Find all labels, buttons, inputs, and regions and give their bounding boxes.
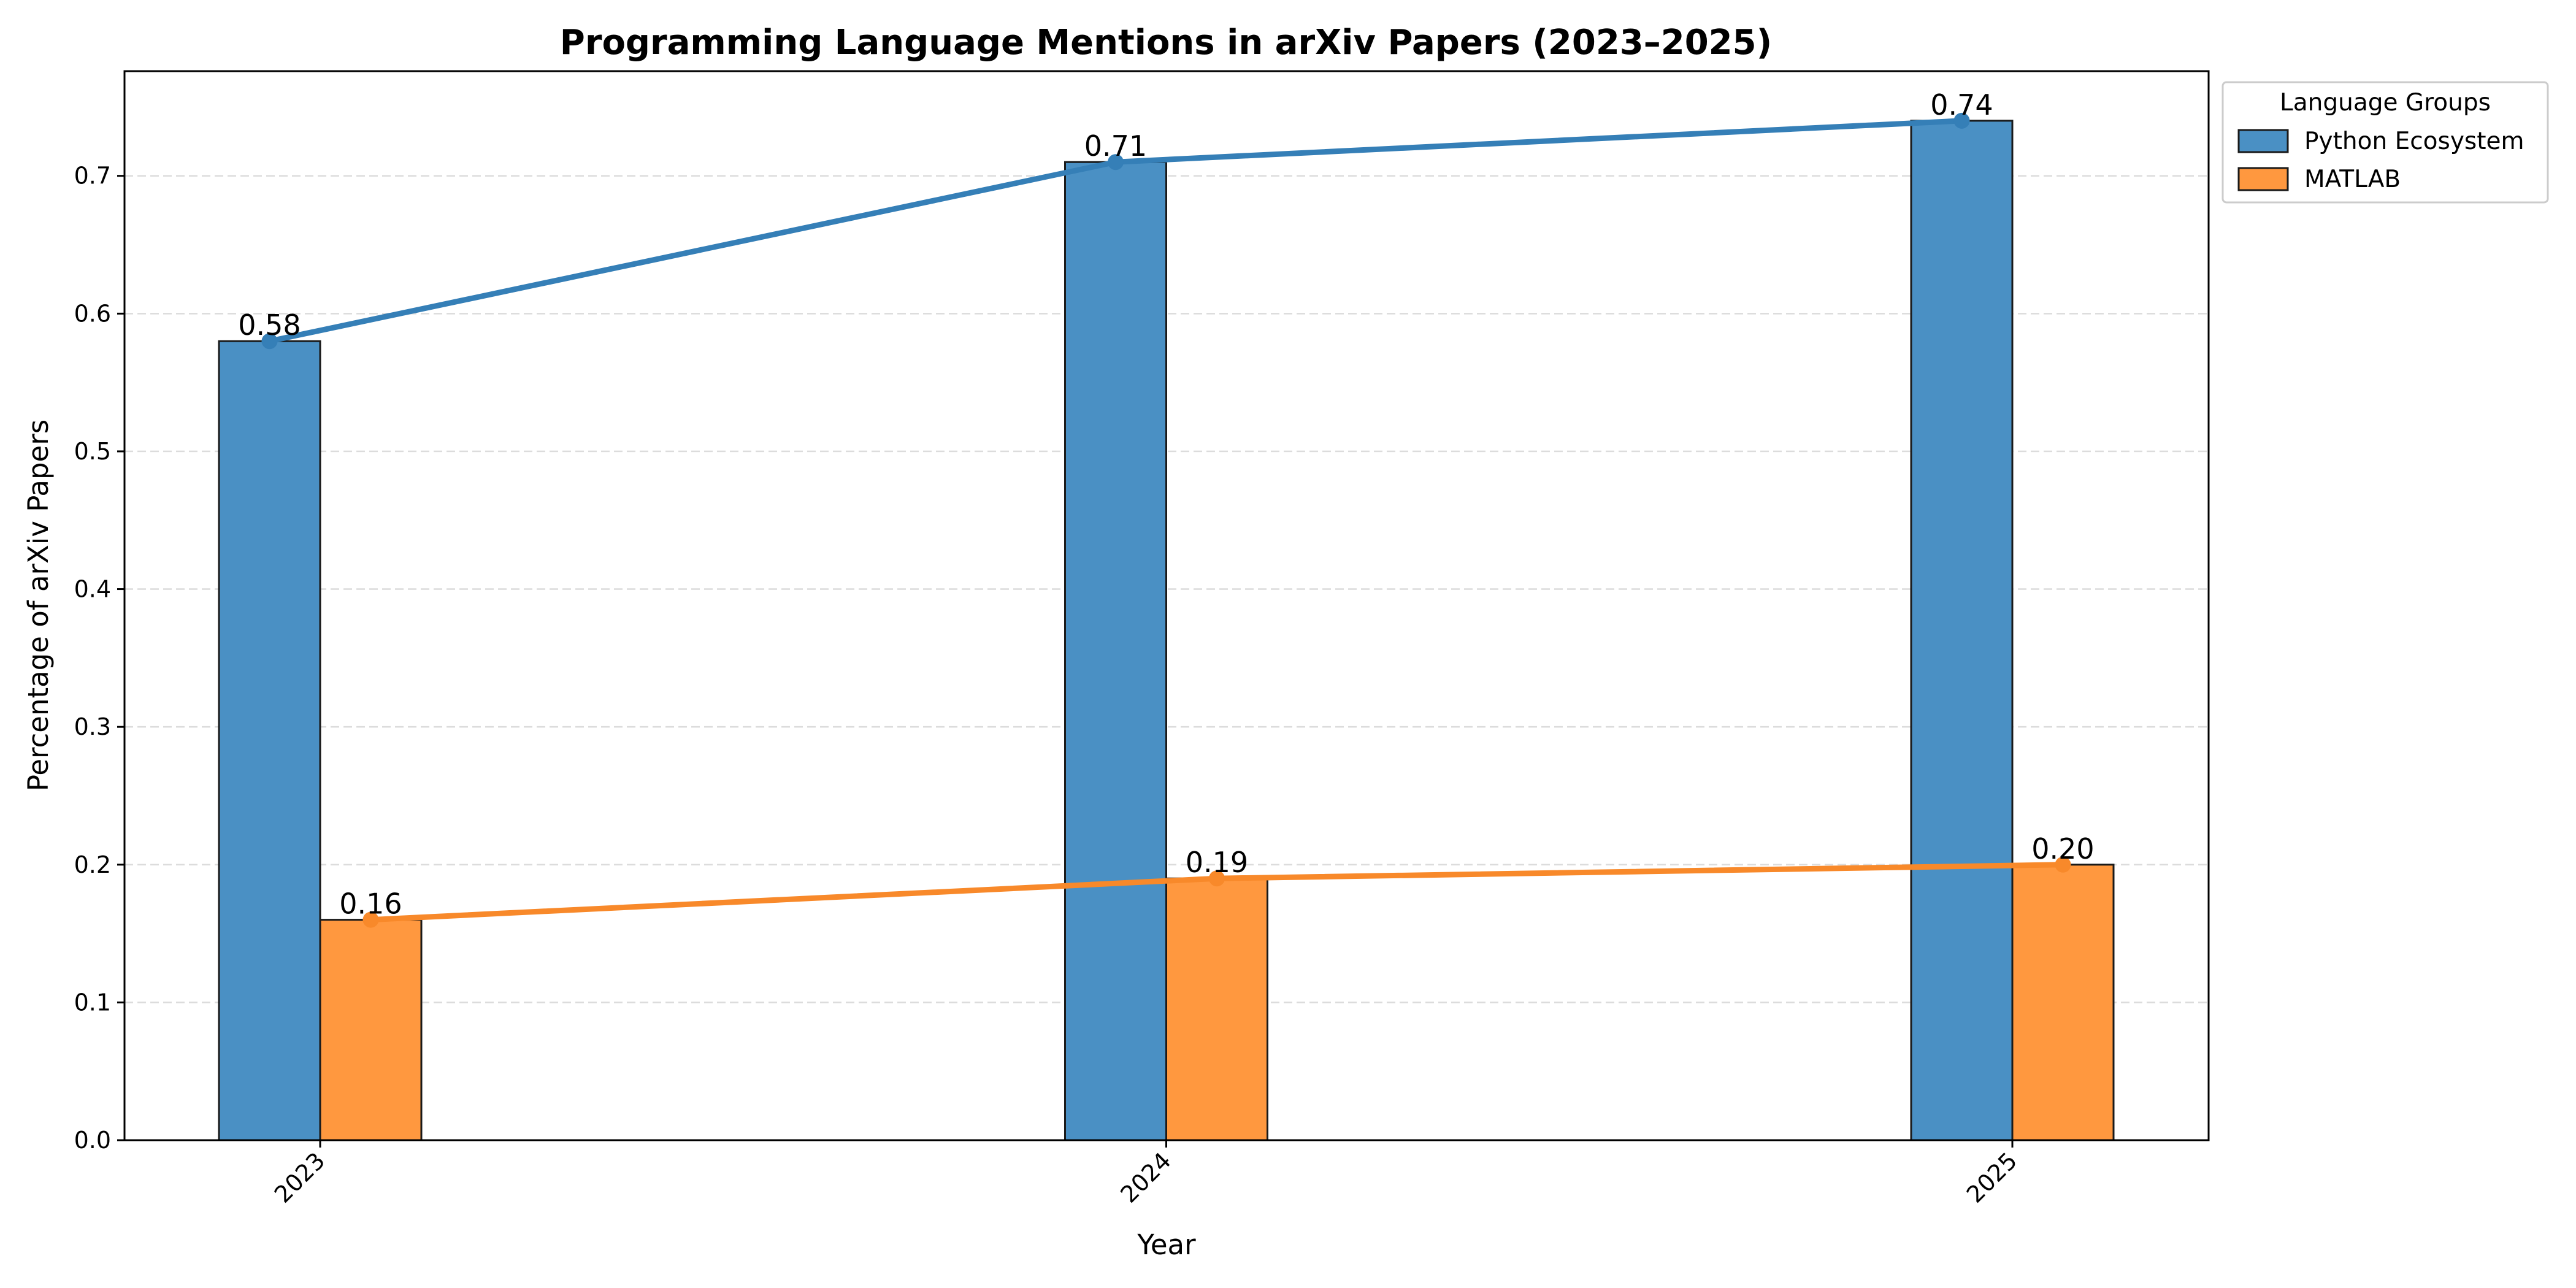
data-label: 0.19	[1186, 846, 1248, 879]
y-axis-ticks: 0.0 0.1 0.2 0.3 0.4 0.5 0.6 0.7	[74, 163, 125, 1154]
legend-swatch	[2237, 167, 2289, 191]
y-tick-label: 0.2	[74, 851, 111, 878]
y-tick-label: 0.3	[74, 713, 111, 740]
data-label: 0.16	[339, 887, 402, 921]
series-lines	[261, 112, 2071, 928]
legend-box	[2221, 81, 2549, 204]
bars	[218, 120, 2115, 1141]
bar-matlab-2023	[319, 919, 423, 1141]
data-labels: 0.58 0.71 0.74 0.16 0.19 0.20	[238, 88, 2094, 921]
y-tick-label: 0.1	[74, 989, 111, 1016]
series-marker	[261, 333, 278, 350]
data-label: 0.20	[2031, 832, 2094, 865]
legend: Language Groups Python Ecosystem MATLAB	[2221, 81, 2549, 204]
data-label: 0.74	[1930, 88, 1993, 121]
series-marker	[1209, 870, 1225, 887]
series-marker	[362, 911, 379, 928]
bar-matlab-2025	[2011, 864, 2115, 1141]
y-tick-label: 0.0	[74, 1127, 111, 1154]
chart-title: Programming Language Mentions in arXiv P…	[560, 23, 1772, 63]
y-axis-label: Percentage of arXiv Papers	[22, 420, 55, 791]
legend-label: MATLAB	[2304, 166, 2401, 193]
legend-title: Language Groups	[2280, 89, 2491, 117]
series-marker	[1953, 112, 1970, 129]
legend-label: Python Ecosystem	[2304, 128, 2524, 155]
y-tick-label: 0.7	[74, 163, 111, 190]
x-axis-label: Year	[1137, 1229, 1196, 1261]
y-tick-label: 0.4	[74, 576, 111, 603]
bar-python-ecosystem-2023	[218, 340, 321, 1141]
bar-matlab-2024	[1165, 877, 1268, 1141]
legend-entries: Python Ecosystem MATLAB	[2237, 128, 2524, 193]
bar-python-ecosystem-2024	[1064, 161, 1167, 1141]
series-marker	[1108, 154, 1124, 171]
legend-swatch	[2237, 129, 2289, 153]
bar-python-ecosystem-2025	[1910, 120, 2014, 1141]
data-label: 0.71	[1084, 129, 1147, 163]
data-label: 0.58	[238, 309, 301, 342]
series-marker	[2055, 856, 2071, 873]
y-tick-label: 0.5	[74, 438, 111, 465]
y-tick-label: 0.6	[74, 300, 111, 327]
